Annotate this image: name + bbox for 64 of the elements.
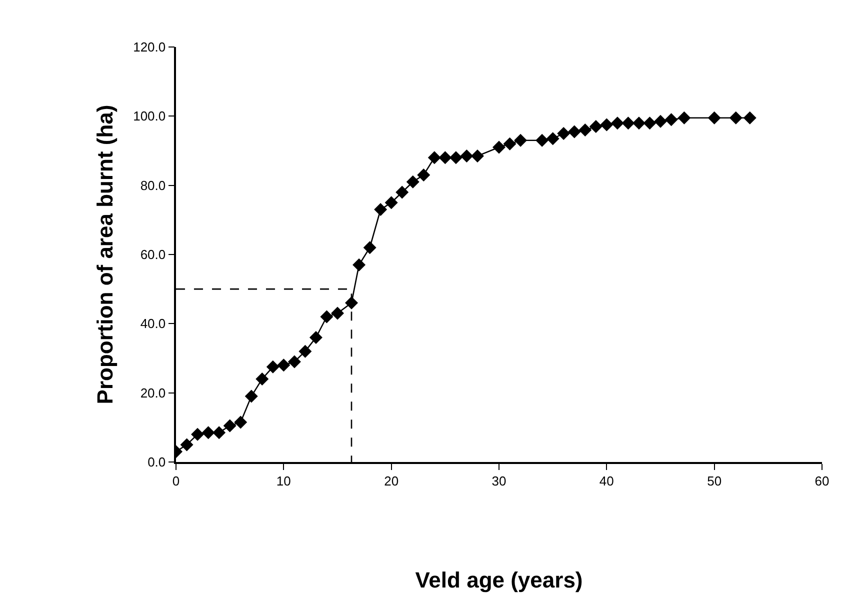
point: [438, 151, 452, 164]
point: [503, 137, 516, 150]
point: [428, 151, 441, 164]
x-tick-label: 20: [384, 473, 399, 488]
point: [610, 116, 624, 130]
point: [352, 258, 366, 272]
point: [492, 140, 506, 154]
point: [664, 113, 678, 126]
y-tick-label: 120.0: [133, 40, 166, 55]
point: [202, 426, 215, 440]
point: [568, 125, 581, 138]
point: [212, 426, 226, 440]
x-tick-label: 10: [276, 473, 291, 488]
point: [396, 186, 409, 199]
y-tick-label: 80.0: [140, 178, 166, 193]
point: [654, 114, 667, 128]
point: [277, 358, 290, 372]
point: [374, 203, 388, 216]
point: [536, 134, 549, 147]
y-tick-label: 100.0: [133, 108, 166, 124]
x-tick-label: 0: [172, 473, 180, 488]
point: [417, 168, 430, 182]
point: [331, 306, 344, 320]
y-tick-label: 20.0: [140, 385, 166, 400]
x-axis-title: Veld age (years): [415, 568, 583, 593]
point: [180, 438, 194, 452]
point: [743, 111, 756, 124]
point: [578, 124, 592, 136]
point: [309, 331, 322, 344]
point: [363, 241, 376, 254]
point: [298, 344, 312, 358]
point: [643, 116, 656, 130]
x-tick-label: 40: [599, 473, 614, 488]
point: [470, 149, 484, 162]
point: [622, 116, 635, 130]
point: [729, 111, 742, 124]
point: [632, 116, 646, 130]
point: [449, 151, 462, 164]
point: [191, 428, 204, 441]
point: [546, 132, 560, 146]
point: [320, 310, 334, 324]
x-tick-label: 60: [814, 473, 830, 488]
point: [223, 419, 236, 432]
point: [256, 372, 269, 386]
y-tick-label: 60.0: [140, 247, 166, 262]
point: [514, 134, 528, 147]
y-axis-title: Proportion of area burnt (ha): [92, 104, 118, 404]
point: [678, 111, 691, 124]
y-tick-label: 40.0: [140, 316, 166, 332]
point: [406, 175, 420, 188]
point: [708, 111, 721, 124]
point: [384, 196, 398, 210]
point: [266, 360, 280, 374]
point: [345, 296, 358, 310]
point: [589, 120, 602, 134]
point: [460, 149, 474, 162]
point: [600, 118, 614, 132]
y-tick-label: 0.0: [148, 454, 166, 470]
x-tick-label: 50: [707, 473, 722, 488]
point: [234, 416, 248, 429]
point: [557, 126, 570, 140]
point: [244, 390, 258, 403]
point: [288, 355, 301, 368]
x-tick-label: 30: [492, 473, 506, 488]
